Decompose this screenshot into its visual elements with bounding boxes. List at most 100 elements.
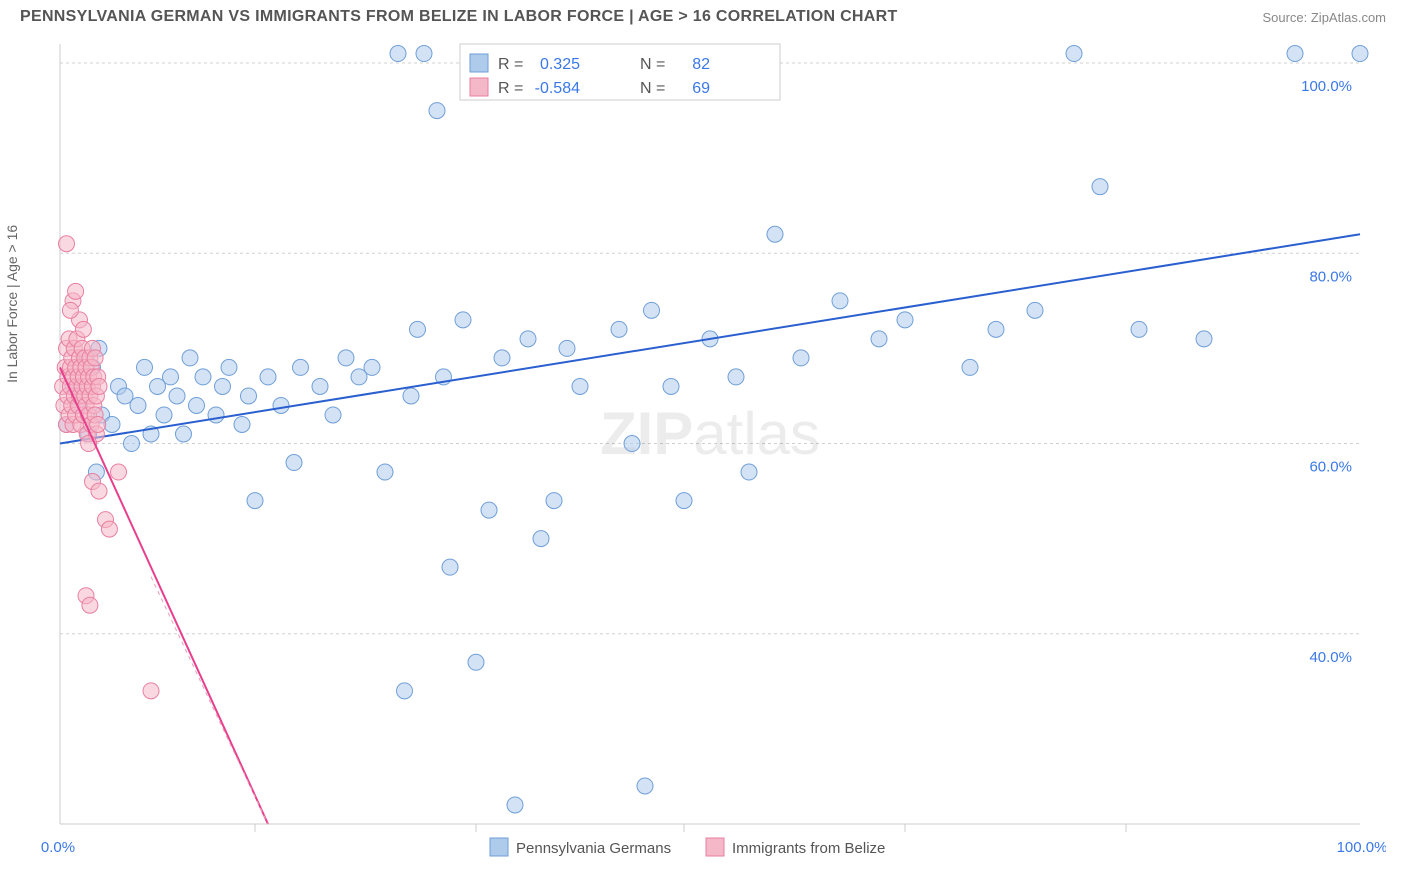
data-point xyxy=(1352,46,1368,62)
data-point xyxy=(390,46,406,62)
svg-text:N =: N = xyxy=(640,56,665,73)
svg-text:-0.584: -0.584 xyxy=(535,80,580,97)
data-point xyxy=(481,502,497,518)
data-point xyxy=(169,388,185,404)
svg-text:R =: R = xyxy=(498,56,523,73)
data-point xyxy=(728,369,744,385)
data-point xyxy=(91,378,107,394)
data-point xyxy=(897,312,913,328)
data-point xyxy=(793,350,809,366)
data-point xyxy=(663,378,679,394)
data-point xyxy=(364,359,380,375)
legend-swatch xyxy=(470,54,488,72)
data-point xyxy=(234,416,250,432)
data-point xyxy=(416,46,432,62)
data-point xyxy=(286,455,302,471)
svg-text:100.0%: 100.0% xyxy=(1337,839,1386,856)
data-point xyxy=(130,397,146,413)
data-point xyxy=(137,359,153,375)
data-point xyxy=(75,321,91,337)
trend-line-extension xyxy=(151,577,268,824)
legend-label: Immigrants from Belize xyxy=(732,840,885,857)
data-point xyxy=(221,359,237,375)
legend-swatch xyxy=(490,838,508,856)
data-point xyxy=(403,388,419,404)
data-point xyxy=(377,464,393,480)
data-point xyxy=(533,531,549,547)
data-point xyxy=(101,521,117,537)
data-point xyxy=(325,407,341,423)
data-point xyxy=(241,388,257,404)
chart-header: PENNSYLVANIA GERMAN VS IMMIGRANTS FROM B… xyxy=(0,0,1406,30)
svg-text:69: 69 xyxy=(692,80,710,97)
svg-text:82: 82 xyxy=(692,56,710,73)
svg-text:40.0%: 40.0% xyxy=(1309,649,1352,666)
svg-text:N =: N = xyxy=(640,80,665,97)
data-point xyxy=(247,493,263,509)
data-point xyxy=(143,683,159,699)
chart-title: PENNSYLVANIA GERMAN VS IMMIGRANTS FROM B… xyxy=(20,8,898,26)
data-point xyxy=(273,397,289,413)
data-point xyxy=(455,312,471,328)
svg-text:0.0%: 0.0% xyxy=(41,839,75,856)
data-point xyxy=(82,597,98,613)
data-point xyxy=(637,778,653,794)
data-point xyxy=(68,283,84,299)
data-point xyxy=(1066,46,1082,62)
data-point xyxy=(1092,179,1108,195)
data-point xyxy=(397,683,413,699)
data-point xyxy=(410,321,426,337)
data-point xyxy=(559,340,575,356)
svg-text:R =: R = xyxy=(498,80,523,97)
legend-swatch xyxy=(706,838,724,856)
legend-label: Pennsylvania Germans xyxy=(516,840,671,857)
data-point xyxy=(1131,321,1147,337)
data-point xyxy=(624,436,640,452)
data-point xyxy=(442,559,458,575)
data-point xyxy=(507,797,523,813)
data-point xyxy=(176,426,192,442)
svg-text:0.325: 0.325 xyxy=(540,56,580,73)
data-point xyxy=(871,331,887,347)
data-point xyxy=(124,436,140,452)
chart-source: Source: ZipAtlas.com xyxy=(1262,10,1386,25)
data-point xyxy=(189,397,205,413)
data-point xyxy=(520,331,536,347)
data-point xyxy=(91,483,107,499)
data-point xyxy=(572,378,588,394)
y-axis-label: In Labor Force | Age > 16 xyxy=(4,225,20,383)
data-point xyxy=(611,321,627,337)
data-point xyxy=(215,378,231,394)
data-point xyxy=(195,369,211,385)
data-point xyxy=(62,302,78,318)
data-point xyxy=(468,654,484,670)
data-point xyxy=(429,103,445,119)
svg-text:100.0%: 100.0% xyxy=(1301,78,1352,95)
data-point xyxy=(962,359,978,375)
data-point xyxy=(312,378,328,394)
data-point xyxy=(832,293,848,309)
svg-text:80.0%: 80.0% xyxy=(1309,268,1352,285)
data-point xyxy=(293,359,309,375)
data-point xyxy=(59,236,75,252)
data-point xyxy=(988,321,1004,337)
data-point xyxy=(676,493,692,509)
data-point xyxy=(494,350,510,366)
svg-text:60.0%: 60.0% xyxy=(1309,459,1352,476)
data-point xyxy=(260,369,276,385)
data-point xyxy=(90,416,106,432)
data-point xyxy=(208,407,224,423)
data-point xyxy=(546,493,562,509)
data-point xyxy=(104,416,120,432)
data-point xyxy=(767,226,783,242)
data-point xyxy=(1287,46,1303,62)
data-point xyxy=(1027,302,1043,318)
chart-container: In Labor Force | Age > 16 40.0%60.0%80.0… xyxy=(20,34,1386,874)
data-point xyxy=(156,407,172,423)
data-point xyxy=(1196,331,1212,347)
data-point xyxy=(644,302,660,318)
data-point xyxy=(87,350,103,366)
data-point xyxy=(163,369,179,385)
svg-text:ZIPatlas: ZIPatlas xyxy=(600,400,820,467)
data-point xyxy=(741,464,757,480)
